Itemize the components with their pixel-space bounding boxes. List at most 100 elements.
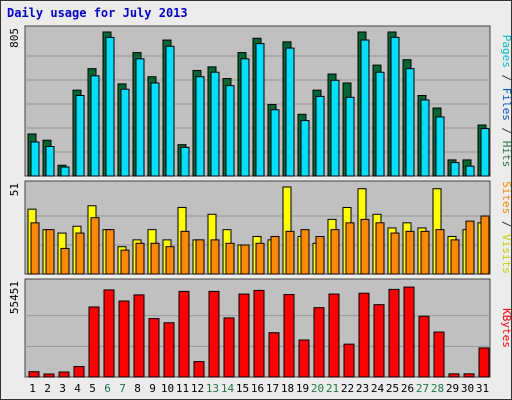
bar-files-day-26 — [405, 68, 415, 177]
bar-files-day-23 — [360, 39, 370, 177]
bar-sites-day-28 — [435, 229, 445, 275]
x-tick-label-day-29: 29 — [446, 382, 459, 395]
y-max-label: 805 — [8, 28, 21, 48]
bar-sites-day-14 — [225, 242, 235, 275]
bar-kbytes-day-16 — [253, 289, 265, 378]
legend-entry: Visits — [500, 234, 512, 274]
legend-hits-files: Pages / Files / Hits — [500, 35, 512, 168]
bar-sites-day-31 — [480, 215, 490, 275]
bar-sites-day-10 — [165, 246, 175, 275]
bar-files-day-22 — [345, 96, 355, 177]
bar-kbytes-day-21 — [328, 293, 340, 378]
bar-kbytes-day-18 — [283, 294, 295, 378]
x-tick-label-day-27: 27 — [416, 382, 429, 395]
bar-files-day-9 — [150, 82, 160, 177]
bar-kbytes-day-15 — [238, 293, 250, 378]
bar-kbytes-day-27 — [418, 315, 430, 378]
bar-sites-day-29 — [450, 239, 460, 275]
y-max-label: 51 — [8, 183, 21, 196]
chart-title: Daily usage for July 2013 — [7, 6, 188, 20]
bar-files-day-1 — [30, 141, 40, 177]
bar-kbytes-day-8 — [133, 294, 145, 378]
bar-sites-day-9 — [150, 242, 160, 275]
bar-sites-day-27 — [420, 230, 430, 275]
bar-files-day-24 — [375, 71, 385, 177]
x-tick-label-day-16: 16 — [251, 382, 264, 395]
bar-kbytes-day-5 — [88, 306, 100, 378]
bar-files-day-2 — [45, 145, 55, 177]
x-tick-label-day-6: 6 — [104, 382, 111, 395]
x-tick-label-day-3: 3 — [59, 382, 66, 395]
bar-files-day-29 — [450, 162, 460, 177]
bar-files-day-19 — [300, 120, 310, 177]
bar-files-day-16 — [255, 43, 265, 177]
bar-kbytes-day-31 — [478, 347, 490, 378]
x-tick-label-day-9: 9 — [149, 382, 156, 395]
bar-sites-day-20 — [315, 235, 325, 275]
bar-files-day-25 — [390, 36, 400, 177]
bar-sites-day-6 — [105, 229, 115, 275]
bar-kbytes-day-9 — [148, 318, 160, 378]
x-tick-label-day-13: 13 — [206, 382, 219, 395]
bar-files-day-27 — [420, 99, 430, 177]
x-tick-label-day-15: 15 — [236, 382, 249, 395]
bar-files-day-5 — [90, 75, 100, 177]
bar-files-day-11 — [180, 146, 190, 177]
bar-kbytes-day-4 — [73, 366, 85, 378]
bar-sites-day-8 — [135, 242, 145, 275]
x-tick-label-day-12: 12 — [191, 382, 204, 395]
bar-files-day-21 — [330, 79, 340, 177]
legend-entry: KBytes — [500, 308, 512, 348]
bar-sites-day-17 — [270, 235, 280, 275]
bar-kbytes-day-10 — [163, 322, 175, 378]
legend-entry: Files — [500, 88, 512, 121]
x-tick-label-day-1: 1 — [29, 382, 36, 395]
bar-sites-day-26 — [405, 230, 415, 275]
bar-files-day-3 — [60, 166, 70, 177]
legend-entry: Sites — [500, 181, 512, 214]
bar-files-day-4 — [75, 95, 85, 177]
bar-kbytes-day-22 — [343, 343, 355, 378]
bar-kbytes-day-13 — [208, 290, 220, 378]
bar-files-day-12 — [195, 76, 205, 177]
x-tick-label-day-31: 31 — [476, 382, 489, 395]
bar-sites-day-18 — [285, 230, 295, 275]
x-tick-label-day-25: 25 — [386, 382, 399, 395]
legend-entry: Pages — [500, 35, 512, 68]
bar-kbytes-day-12 — [193, 361, 205, 378]
bar-sites-day-19 — [300, 229, 310, 275]
x-tick-label-day-21: 21 — [326, 382, 339, 395]
x-tick-label-day-10: 10 — [161, 382, 174, 395]
bar-kbytes-day-23 — [358, 292, 370, 378]
bar-sites-day-5 — [90, 217, 100, 275]
bar-files-day-6 — [105, 36, 115, 177]
bar-sites-day-4 — [75, 232, 85, 275]
bar-sites-day-2 — [45, 229, 55, 275]
bar-kbytes-day-17 — [268, 332, 280, 378]
bar-files-day-30 — [465, 165, 475, 177]
bar-kbytes-day-1 — [28, 371, 40, 378]
x-tick-label-day-22: 22 — [341, 382, 354, 395]
legend-entry: / — [500, 214, 512, 234]
x-tick-label-day-17: 17 — [266, 382, 279, 395]
bar-sites-day-3 — [60, 247, 70, 275]
bar-sites-day-24 — [375, 222, 385, 275]
bar-files-day-18 — [285, 47, 295, 177]
bar-kbytes-day-20 — [313, 307, 325, 378]
legend-entry: / — [500, 121, 512, 141]
bar-kbytes-day-29 — [448, 373, 460, 378]
bar-sites-day-21 — [330, 229, 340, 275]
legend-visits-sites: Sites / Visits — [500, 181, 512, 274]
bar-kbytes-day-19 — [298, 339, 310, 378]
x-tick-label-day-11: 11 — [176, 382, 189, 395]
bar-sites-day-30 — [465, 220, 475, 275]
legend-kbytes: KBytes — [500, 308, 512, 348]
x-tick-label-day-30: 30 — [461, 382, 474, 395]
x-tick-label-day-8: 8 — [134, 382, 141, 395]
x-tick-label-day-23: 23 — [356, 382, 369, 395]
bar-kbytes-day-28 — [433, 331, 445, 378]
bar-kbytes-day-6 — [103, 289, 115, 378]
bar-sites-day-12 — [195, 239, 205, 275]
bar-sites-day-16 — [255, 242, 265, 275]
x-tick-label-day-20: 20 — [311, 382, 324, 395]
